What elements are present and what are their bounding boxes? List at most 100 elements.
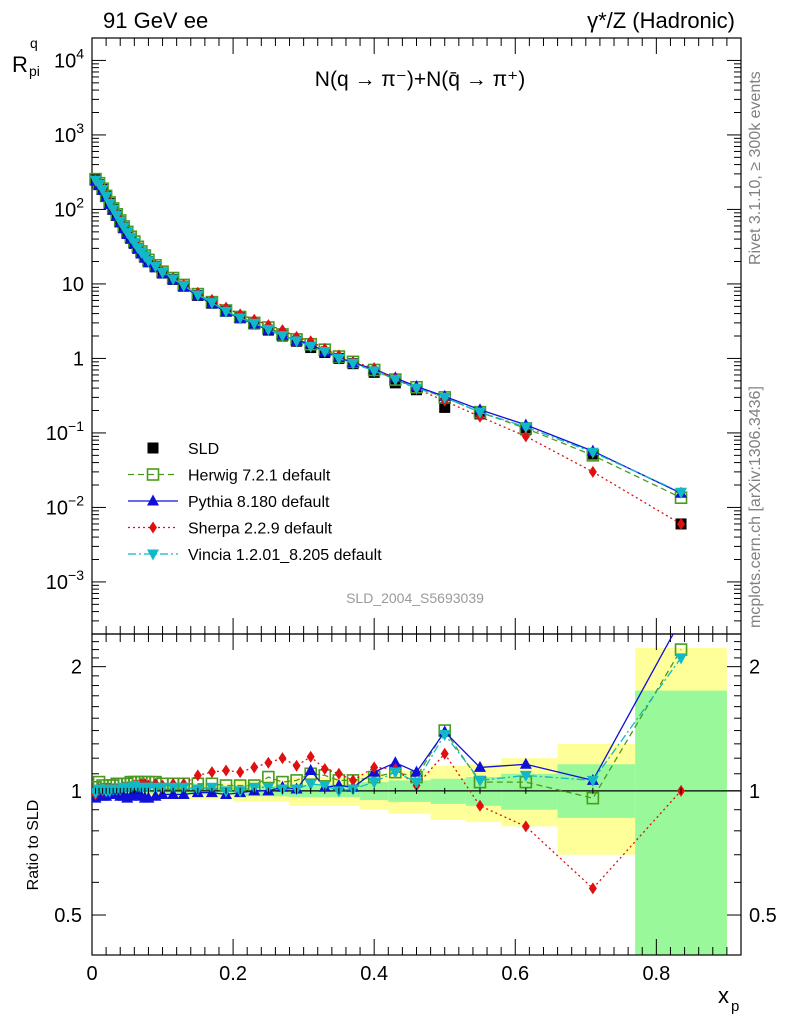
main-ytick-label: 1 [73,348,84,370]
main-ytick-label: 104 [54,45,84,72]
ratio-point [473,760,486,772]
data-point [156,267,169,279]
ratio-point [262,770,275,784]
data-point [332,353,345,365]
ratio-ytick-label: 0.5 [54,905,82,927]
ratio-ytick-label-right: 1 [749,781,760,803]
ratio-xtick-label: 0.4 [360,963,388,985]
data-point [439,401,451,413]
legend-label-0: SLD [188,441,219,458]
data-point [290,336,303,348]
ratio-xtick-label: 0.8 [642,963,670,985]
series-4 [89,175,688,499]
ratio-point [370,761,379,774]
ratio-point [278,752,287,765]
ratio-ytick-label: 2 [71,657,82,679]
ratio-point [473,775,486,787]
data-point [100,191,113,203]
legend-label-1: Herwig 7.2.1 default [188,468,331,485]
ratio-point [410,765,423,777]
ratio-point [207,766,216,779]
main-ylabel-sup: q [30,35,38,51]
legend-marker-4 [147,549,159,561]
data-point [110,210,123,222]
ratio-point [475,799,484,812]
legend: SLD Herwig 7.2.1 default Pythia 8.180 defa… [128,441,382,564]
ratio-point [292,759,301,772]
data-point [107,204,120,216]
series-0 [90,174,687,530]
ratio-point [389,767,402,779]
main-ylabel: R q pi [12,35,40,79]
main-ytick-label: 102 [54,194,84,221]
ratio-point [586,775,599,787]
main-ytick-label: 10−2 [46,492,84,519]
data-point [248,318,261,330]
ratio-point [675,653,688,665]
legend-label-2: Pythia 8.180 default [188,494,330,511]
ratio-point [675,613,687,624]
band-stat-10 [635,690,727,955]
ratio-panel: 0.5 0.5 1 1 2 2 0 0.2 0.4 0.6 0.8 [54,613,777,985]
ratio-point [349,774,358,787]
ratio-point [410,777,423,789]
data-point [205,298,218,310]
analysis-watermark: SLD_2004_S5693039 [346,590,484,606]
data-point [96,184,109,196]
ratio-ytick-label-right: 0.5 [749,905,777,927]
data-point [304,341,317,353]
legend-marker-1 [146,468,160,481]
data-point [220,306,233,318]
ratio-point [320,762,329,775]
ratio-point [306,750,315,763]
mcplots-label: mcplots.cern.ch [arXiv:1306.3436] [747,386,764,628]
ratio-point [236,766,245,779]
ratio-point [519,757,532,769]
ratio-point [304,764,317,776]
data-point [177,281,190,293]
ratio-point [588,882,597,895]
series-3 [91,174,686,530]
header-left: 91 GeV ee [103,8,208,33]
data-point [389,375,402,387]
legend-label-3: Sherpa 2.2.9 default [188,521,333,538]
ratio-sld-points [95,787,682,794]
ratio-point [334,767,343,780]
legend-marker-0 [147,442,159,454]
data-point [318,346,331,358]
ratio-point [389,756,402,768]
data-point [142,256,155,268]
xlabel-text: x [718,983,729,1008]
ratio-point [438,729,451,741]
legend-marker-3 [149,521,157,534]
data-point [586,447,599,459]
main-ytick-label: 10−1 [46,418,84,445]
ratio-ylabel: Ratio to SLD [25,800,42,891]
data-point [368,366,381,378]
ratio-point [304,779,317,791]
data-point [234,313,247,325]
ratio-point [250,761,259,774]
data-point [519,422,532,434]
ratio-ytick-label: 1 [71,781,82,803]
data-point [438,392,451,404]
legend-label-4: Vincia 1.2.01_8.205 default [188,547,382,564]
chart-title: N(q → π⁻)+N(q̄ → π⁺) [315,68,525,91]
main-ylabel-sub: pi [29,63,40,79]
data-point [588,465,597,478]
ratio-point [368,777,381,789]
band-stat-8 [501,773,558,810]
ratio-xtick-label: 0.2 [219,963,247,985]
main-ytick-label: 103 [54,120,84,147]
data-point [410,383,423,395]
main-ytick-label: 10−3 [46,567,84,594]
main-ylabel-text: R [12,52,28,77]
data-point [103,199,116,211]
ratio-ytick-label-right: 2 [749,657,760,679]
ratio-xtick-label: 0.6 [501,963,529,985]
data-point [262,324,275,336]
ratio-point [222,764,231,777]
xlabel-sub: p [731,998,739,1015]
